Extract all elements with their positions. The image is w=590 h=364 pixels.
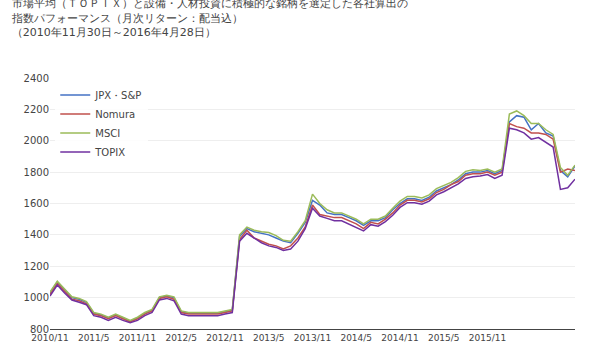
svg-text:2015/11: 2015/11 [469,333,506,343]
svg-text:2014/11: 2014/11 [381,333,418,343]
svg-text:Nomura: Nomura [95,109,135,120]
svg-text:JPX・S&P: JPX・S&P [94,90,141,101]
svg-text:2012/11: 2012/11 [206,333,243,343]
svg-text:2013/5: 2013/5 [253,333,285,343]
svg-text:2012/5: 2012/5 [165,333,197,343]
svg-text:1800: 1800 [24,167,49,178]
svg-text:TOPIX: TOPIX [94,147,125,158]
svg-text:2014/5: 2014/5 [340,333,372,343]
svg-text:2011/11: 2011/11 [119,333,156,343]
svg-text:1000: 1000 [24,292,49,303]
svg-text:1400: 1400 [24,229,49,240]
svg-text:1600: 1600 [24,198,49,209]
svg-text:800: 800 [30,324,49,335]
svg-text:市場平均（ＴＯＰＩＸ）と設備・人材投資に積極的な銘柄を選定し: 市場平均（ＴＯＰＩＸ）と設備・人材投資に積極的な銘柄を選定した各社算出の指数パフ… [11,0,408,39]
svg-text:2010/11: 2010/11 [31,333,68,343]
svg-text:2011/5: 2011/5 [78,333,110,343]
svg-text:2400: 2400 [24,73,49,84]
svg-text:MSCI: MSCI [95,128,120,139]
svg-text:2015/5: 2015/5 [428,333,460,343]
svg-text:1200: 1200 [24,261,49,272]
svg-text:2200: 2200 [24,104,49,115]
svg-text:2000: 2000 [24,135,49,146]
svg-text:2013/11: 2013/11 [294,333,331,343]
